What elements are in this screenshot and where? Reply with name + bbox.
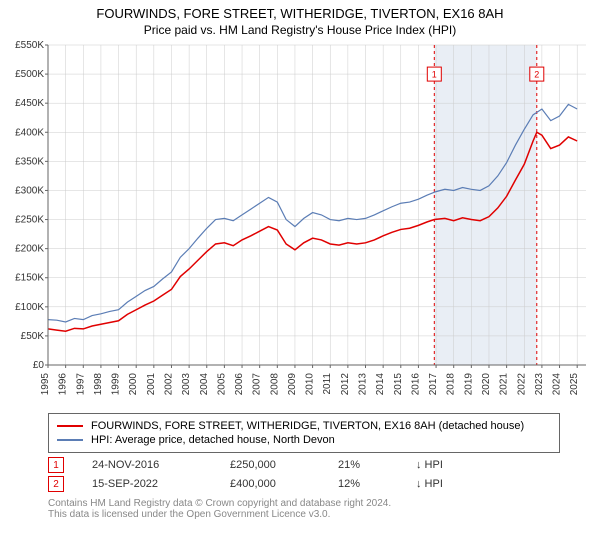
legend-swatch (57, 439, 83, 441)
legend-swatch (57, 425, 83, 427)
x-tick-label: 2020 (481, 373, 492, 396)
x-tick-label: 2023 (534, 373, 545, 396)
sale-date: 15-SEP-2022 (92, 478, 202, 490)
title-line-1: FOURWINDS, FORE STREET, WITHERIDGE, TIVE… (0, 6, 600, 21)
sale-price: £400,000 (230, 478, 310, 490)
x-tick-label: 1998 (93, 373, 104, 396)
x-tick-label: 2008 (269, 373, 280, 396)
chart-titles: FOURWINDS, FORE STREET, WITHERIDGE, TIVE… (0, 0, 600, 37)
y-tick-label: £100K (15, 302, 44, 313)
sale-date: 24-NOV-2016 (92, 459, 202, 471)
x-tick-label: 1996 (58, 373, 69, 396)
sale-marker-number: 1 (432, 69, 437, 79)
y-tick-label: £400K (15, 127, 44, 138)
sale-marker-badge: 1 (48, 457, 64, 473)
x-tick-label: 1995 (40, 373, 51, 396)
x-tick-label: 2021 (499, 373, 510, 396)
sale-marker-badge: 2 (48, 476, 64, 492)
footer: Contains HM Land Registry data © Crown c… (48, 498, 560, 520)
chart-container: FOURWINDS, FORE STREET, WITHERIDGE, TIVE… (0, 0, 600, 520)
x-tick-label: 2022 (516, 373, 527, 396)
x-tick-label: 2014 (375, 373, 386, 396)
x-tick-label: 2007 (252, 373, 263, 396)
x-tick-label: 2016 (410, 373, 421, 396)
y-tick-label: £500K (15, 69, 44, 80)
shaded-region (434, 45, 536, 365)
x-tick-label: 1997 (75, 373, 86, 396)
sale-marker-number: 2 (534, 69, 539, 79)
sale-pct: 21% (338, 459, 388, 471)
footer-line-2: This data is licensed under the Open Gov… (48, 509, 560, 520)
legend-row: FOURWINDS, FORE STREET, WITHERIDGE, TIVE… (57, 420, 551, 432)
sale-hpi-delta: ↓ HPI (416, 459, 443, 471)
x-tick-label: 2018 (446, 373, 457, 396)
x-tick-label: 2009 (287, 373, 298, 396)
x-tick-label: 2004 (199, 373, 210, 396)
y-tick-label: £50K (21, 331, 45, 342)
y-tick-label: £250K (15, 215, 44, 226)
x-tick-label: 2002 (163, 373, 174, 396)
x-tick-label: 2000 (128, 373, 139, 396)
sales-table: 1 24-NOV-2016 £250,000 21% ↓ HPI 2 15-SEP-2022… (48, 457, 560, 492)
x-tick-label: 2013 (358, 373, 369, 396)
x-tick-label: 2017 (428, 373, 439, 396)
sale-price: £250,000 (230, 459, 310, 471)
x-tick-label: 2011 (322, 373, 333, 395)
sale-pct: 12% (338, 478, 388, 490)
title-line-2: Price paid vs. HM Land Registry's House … (0, 23, 600, 37)
x-tick-label: 2001 (146, 373, 157, 396)
sale-hpi-delta: ↓ HPI (416, 478, 443, 490)
x-tick-label: 2019 (463, 373, 474, 396)
x-tick-label: 2005 (216, 373, 227, 396)
sale-row: 1 24-NOV-2016 £250,000 21% ↓ HPI (48, 457, 560, 473)
x-tick-label: 2024 (552, 373, 563, 396)
y-tick-label: £200K (15, 244, 44, 255)
legend: FOURWINDS, FORE STREET, WITHERIDGE, TIVE… (48, 413, 560, 453)
y-tick-label: £350K (15, 156, 44, 167)
x-tick-label: 2015 (393, 373, 404, 396)
x-tick-label: 2010 (305, 373, 316, 396)
x-tick-label: 2003 (181, 373, 192, 396)
y-tick-label: £150K (15, 273, 44, 284)
x-tick-label: 1999 (111, 373, 122, 396)
legend-row: HPI: Average price, detached house, Nort… (57, 434, 551, 446)
legend-label: FOURWINDS, FORE STREET, WITHERIDGE, TIVE… (91, 420, 524, 432)
y-tick-label: £0 (33, 360, 45, 371)
footer-line-1: Contains HM Land Registry data © Crown c… (48, 498, 560, 509)
y-tick-label: £300K (15, 185, 44, 196)
x-tick-label: 2006 (234, 373, 245, 396)
x-tick-label: 2025 (569, 373, 580, 396)
legend-label: HPI: Average price, detached house, Nort… (91, 434, 335, 446)
y-tick-label: £450K (15, 98, 44, 109)
y-tick-label: £550K (15, 40, 44, 51)
x-tick-label: 2012 (340, 373, 351, 396)
sale-row: 2 15-SEP-2022 £400,000 12% ↓ HPI (48, 476, 560, 492)
price-chart: 1 2 £0 £50K £100K £150K £200K £250K £300K £350K £4… (0, 37, 600, 407)
